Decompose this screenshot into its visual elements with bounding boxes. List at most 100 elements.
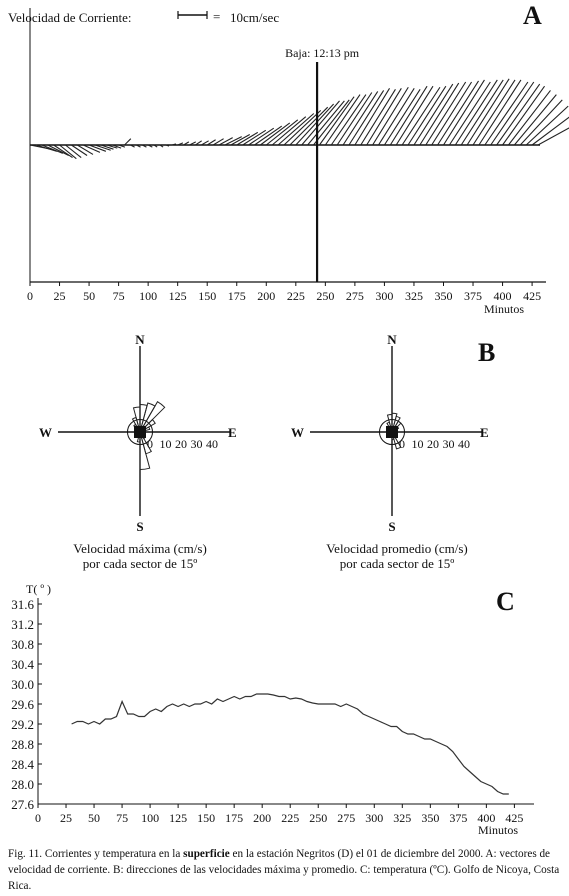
current-vector-15 — [118, 144, 126, 148]
rose-avg-sector-8 — [391, 431, 395, 441]
c-xtick-label-9: 225 — [281, 811, 299, 825]
c-xtick-label-8: 200 — [253, 811, 271, 825]
current-vector-74 — [466, 78, 510, 146]
current-vector-40 — [265, 119, 299, 146]
current-vector-64 — [407, 85, 447, 146]
current-vector-72 — [454, 79, 498, 146]
current-vector-5 — [59, 144, 77, 160]
rose-max-subtitle-2: por cada sector de 15º — [83, 556, 197, 571]
a-xtick-label-0: 0 — [27, 289, 33, 303]
rose-max-ring-label-2: 20 — [175, 437, 187, 451]
current-vector-44 — [289, 106, 329, 146]
c-ytick-label-8: 30.8 — [11, 637, 34, 652]
a-xtick-label-11: 275 — [346, 289, 364, 303]
current-vector-43 — [283, 109, 322, 146]
current-vector-61 — [389, 85, 428, 146]
current-vector-13 — [106, 144, 118, 149]
current-vectors — [29, 78, 569, 160]
current-vector-85 — [531, 116, 569, 146]
c-xtick-label-7: 175 — [225, 811, 243, 825]
current-vector-48 — [313, 99, 350, 146]
panel-a-label: A — [523, 1, 542, 30]
a-xtick-label-5: 125 — [169, 289, 187, 303]
panel-b-roses: B NSW E0 10 20 30 40 NSW E0 10 20 30 40 Velocidad … — [39, 332, 495, 571]
rose-max-ring-label-3: 30 — [191, 437, 203, 451]
current-vector-41 — [271, 116, 307, 146]
c-xtick-label-15: 375 — [449, 811, 467, 825]
current-vector-33 — [224, 136, 242, 146]
current-vector-3 — [47, 144, 69, 156]
current-vector-18 — [136, 144, 141, 148]
current-vector-11 — [94, 144, 111, 151]
current-vector-26 — [183, 141, 190, 146]
rose-max-ring-label-0: 0 — [147, 437, 153, 451]
current-vector-46 — [301, 100, 340, 146]
current-vector-24 — [171, 143, 177, 146]
c-ytick-label-5: 29.6 — [11, 697, 34, 712]
scale-label: Velocidad de Corriente: — [8, 10, 131, 25]
current-vector-6 — [65, 144, 82, 159]
rose-avg-ring-label-1: 10 — [412, 437, 424, 451]
current-vector-22 — [159, 144, 164, 148]
c-xtick-label-13: 325 — [393, 811, 411, 825]
panel-a-vector-chart: Velocidad de Corriente: = 10cm/sec A Baj… — [8, 1, 569, 316]
current-vector-49 — [318, 96, 355, 146]
current-vector-76 — [478, 79, 522, 146]
rose-max-sector-9 — [139, 431, 151, 471]
a-xtick-label-1: 25 — [54, 289, 66, 303]
rose-avg-sector-7 — [391, 431, 402, 450]
current-vector-23 — [165, 144, 170, 147]
rose-avg-label-s: S — [388, 519, 395, 534]
current-vector-86 — [537, 127, 569, 146]
current-vector-47 — [307, 100, 345, 146]
a-xtick-label-9: 225 — [287, 289, 305, 303]
a-xtick-label-8: 200 — [257, 289, 275, 303]
rose-max-label-s: S — [136, 519, 143, 534]
current-vector-14 — [112, 144, 122, 149]
c-xtick-label-11: 275 — [337, 811, 355, 825]
c-ytick-label-2: 28.4 — [11, 757, 34, 772]
current-vector-59 — [378, 88, 415, 146]
current-vector-53 — [342, 91, 379, 146]
panel-c-x-ticks: 0 25 50 75 100 125 150 175 200 225 250 275 300 325 350… — [35, 804, 523, 825]
current-vector-66 — [419, 82, 460, 146]
c-ytick-label-10: 31.6 — [11, 597, 34, 612]
rose-max-ring-label-1: 10 — [160, 437, 172, 451]
rose-avg-sector-4 — [391, 420, 402, 433]
current-vector-73 — [460, 79, 504, 146]
figure-caption: Fig. 11. Corrientes y temperatura en la … — [8, 846, 564, 894]
a-xtick-label-6: 150 — [198, 289, 216, 303]
rose-max-sector-10 — [136, 431, 141, 443]
current-vector-83 — [519, 99, 563, 146]
current-vector-70 — [443, 79, 485, 146]
rose-max-sector-6 — [139, 426, 151, 433]
current-vector-68 — [431, 81, 473, 146]
current-vector-57 — [366, 88, 402, 146]
rose-max-center — [134, 426, 146, 438]
current-vector-7 — [71, 144, 88, 156]
panel-a-x-ticks: 0 25 50 75 100 125 150 175 200 225 250 275 300 325 350… — [27, 282, 541, 303]
c-xtick-label-12: 300 — [365, 811, 383, 825]
a-xtick-label-12: 300 — [375, 289, 393, 303]
current-vector-20 — [147, 144, 153, 148]
rose-avg-label-w: W — [291, 425, 304, 440]
rose-avg-subtitle-2: por cada sector de 15º — [340, 556, 454, 571]
c-ytick-label-9: 31.2 — [11, 617, 34, 632]
c-ytick-label-4: 29.2 — [11, 717, 34, 732]
current-vector-51 — [330, 94, 367, 146]
c-xtick-label-14: 350 — [421, 811, 439, 825]
rose-max: N S W E 0 10 20 30 40 — [39, 332, 237, 534]
panel-c-y-ticks: 27.6 28.0 28.4 28.8 29.2 29.6 30.0 30.4 30.8 31.2… — [11, 597, 42, 812]
current-vector-77 — [484, 81, 529, 146]
current-vector-30 — [206, 139, 216, 146]
current-vector-81 — [508, 90, 551, 146]
current-vector-58 — [372, 86, 409, 146]
current-vector-63 — [401, 86, 441, 146]
current-vector-8 — [76, 144, 94, 155]
current-vector-2 — [41, 144, 64, 154]
current-vector-27 — [189, 141, 197, 146]
current-vector-69 — [437, 80, 479, 146]
rose-avg-label-n: N — [387, 332, 397, 347]
panel-c-temperature: T( º ) C 27.6 28.0 28.4 28.8 29.2 29.6 30.0 30.… — [11, 582, 534, 837]
